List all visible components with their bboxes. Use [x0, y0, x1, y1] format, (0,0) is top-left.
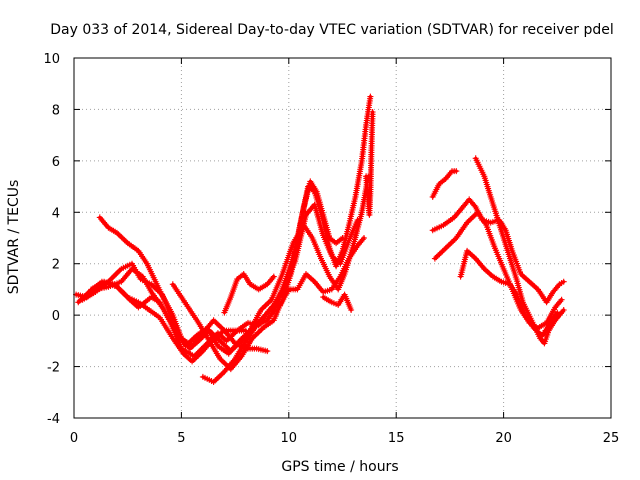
series-track-10: [363, 109, 376, 218]
y-tick-label: -2: [47, 361, 60, 376]
x-tick-label: 25: [603, 431, 620, 446]
data-point-markers: [221, 271, 277, 316]
series-track-14: [472, 155, 567, 347]
data-point-markers: [363, 109, 376, 218]
data-series: [73, 93, 567, 385]
y-tick-label: 2: [52, 258, 60, 273]
data-point-markers: [429, 168, 460, 200]
x-tick-label: 10: [281, 431, 298, 446]
y-tick-label: 4: [52, 206, 60, 221]
y-tick-label: 6: [52, 155, 60, 170]
y-tick-label: 8: [52, 103, 60, 118]
plot-frame: [73, 57, 612, 419]
x-tick-label: 0: [70, 431, 78, 446]
series-track-8: [320, 291, 355, 313]
series-track-15: [457, 247, 561, 339]
y-tick-label: 0: [52, 309, 60, 324]
series-track-5: [96, 214, 249, 349]
data-point-markers: [320, 291, 355, 313]
series-track-7: [199, 178, 346, 385]
y-axis-label: SDTVAR / TECUs: [6, 180, 22, 295]
x-tick-label: 5: [177, 431, 185, 446]
axis-ticks: 0 5 10 15 20 25 -4 -2 0 2 4 6 8 10: [43, 52, 619, 446]
y-tick-label: -4: [47, 412, 60, 427]
x-tick-label: 20: [495, 431, 512, 446]
x-axis-label: GPS time / hours: [281, 459, 398, 475]
chart-title: Day 033 of 2014, Sidereal Day-to-day VTE…: [50, 22, 614, 38]
x-tick-label: 15: [388, 431, 405, 446]
data-point-markers: [457, 247, 561, 339]
y-tick-label: 10: [43, 52, 60, 67]
series-track-9: [221, 271, 277, 316]
series-track-11: [429, 168, 460, 200]
data-point-markers: [199, 178, 346, 385]
